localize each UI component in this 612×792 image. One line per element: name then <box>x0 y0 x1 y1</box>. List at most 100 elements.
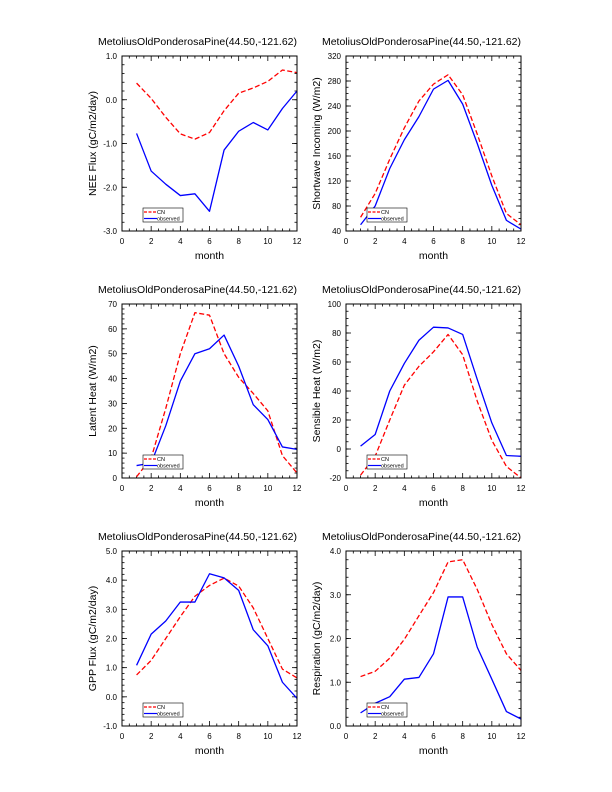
x-tick-label: 2 <box>373 237 378 246</box>
x-tick-label: 10 <box>263 732 272 741</box>
x-axis-label: month <box>419 250 448 262</box>
y-tick-label: 0.0 <box>106 96 118 105</box>
y-tick-label: 40 <box>332 387 341 396</box>
y-tick-label: 3.0 <box>106 605 118 614</box>
series-group <box>135 69 297 212</box>
y-tick-label: 40 <box>332 227 341 236</box>
legend-label: observed <box>157 464 180 470</box>
y-tick-label: 120 <box>328 177 342 186</box>
x-tick-label: 6 <box>207 732 212 741</box>
axis-ticks <box>121 550 298 727</box>
y-tick-label: 4.0 <box>330 547 342 556</box>
x-tick-label: 0 <box>120 732 125 741</box>
y-tick-label: -2.0 <box>103 183 117 192</box>
x-tick-label: 4 <box>402 484 407 493</box>
y-tick-label: 2.0 <box>106 635 118 644</box>
y-tick-label: -1.0 <box>103 722 117 731</box>
x-axis-label: month <box>195 745 224 757</box>
series-line-observed <box>135 573 297 699</box>
series-line-cn <box>360 333 521 478</box>
y-tick-label: -3.0 <box>103 227 117 236</box>
x-tick-label: 0 <box>344 484 349 493</box>
x-tick-label: 6 <box>431 237 436 246</box>
x-tick-label: 8 <box>236 237 241 246</box>
axis-ticks <box>345 550 522 727</box>
y-tick-label: 160 <box>328 152 342 161</box>
series-line-observed <box>135 90 297 212</box>
x-tick-label: 4 <box>178 484 183 493</box>
y-tick-label: 5.0 <box>106 547 118 556</box>
axis-ticks <box>121 303 298 479</box>
legend-label: observed <box>157 217 180 223</box>
y-tick-label: 10 <box>108 449 117 458</box>
x-tick-label: 4 <box>402 732 407 741</box>
x-tick-label: 0 <box>344 237 349 246</box>
y-tick-label: 100 <box>328 300 342 309</box>
y-tick-label: 320 <box>328 52 342 61</box>
y-tick-label: -1.0 <box>103 140 117 149</box>
series-group <box>135 573 297 699</box>
x-axis-label: month <box>195 497 224 509</box>
y-tick-label: 240 <box>328 102 342 111</box>
x-tick-label: 8 <box>460 732 465 741</box>
x-tick-label: 0 <box>344 732 349 741</box>
y-axis-label: GPP Flux (gC/m2/day) <box>87 586 99 691</box>
chart-title: MetoliusOldPonderosaPine(44.50,-121.62) <box>98 531 297 543</box>
legend-label: observed <box>381 464 404 470</box>
y-axis-label: Sensible Heat (W/m2) <box>311 340 323 443</box>
plot-frame <box>345 303 522 479</box>
series-line-cn <box>360 559 521 678</box>
y-tick-label: 80 <box>332 329 341 338</box>
x-tick-label: 12 <box>517 732 526 741</box>
y-axis-label: Shortwave Incoming (W/m2) <box>311 77 323 209</box>
y-tick-label: 0 <box>337 445 342 454</box>
chart-title: MetoliusOldPonderosaPine(44.50,-121.62) <box>98 284 297 296</box>
y-tick-label: 80 <box>332 202 341 211</box>
y-tick-label: 30 <box>108 399 117 408</box>
x-tick-label: 10 <box>487 732 496 741</box>
x-tick-label: 12 <box>517 484 526 493</box>
x-tick-label: 6 <box>207 237 212 246</box>
plot-frame <box>345 55 522 232</box>
y-tick-label: -20 <box>329 474 341 483</box>
series-line-observed <box>360 79 521 230</box>
series-group <box>360 74 521 230</box>
plot-frame <box>121 55 298 232</box>
x-axis-label: month <box>419 745 448 757</box>
y-tick-label: 60 <box>108 325 117 334</box>
chart-title: MetoliusOldPonderosaPine(44.50,-121.62) <box>322 36 521 48</box>
y-tick-label: 1.0 <box>106 664 118 673</box>
x-tick-label: 12 <box>293 484 302 493</box>
x-tick-label: 6 <box>431 484 436 493</box>
y-tick-label: 1.0 <box>330 678 342 687</box>
x-axis-label: month <box>419 497 448 509</box>
y-tick-label: 20 <box>108 424 117 433</box>
axis-ticks <box>345 55 522 232</box>
chart-title: MetoliusOldPonderosaPine(44.50,-121.62) <box>322 531 521 543</box>
series-line-cn <box>136 312 297 478</box>
y-tick-label: 20 <box>332 416 341 425</box>
chart-panel-2: MetoliusOldPonderosaPine(44.50,-121.62) 4… <box>311 36 526 262</box>
x-tick-label: 6 <box>207 484 212 493</box>
chart-panel-6: MetoliusOldPonderosaPine(44.50,-121.62) 0… <box>311 531 526 757</box>
legend-label: observed <box>157 712 180 718</box>
series-group <box>360 559 521 720</box>
legend-label: observed <box>381 217 404 223</box>
chart-panel-3: MetoliusOldPonderosaPine(44.50,-121.62) 0… <box>87 284 302 509</box>
x-axis-label: month <box>195 250 224 262</box>
y-tick-label: 0.0 <box>330 722 342 731</box>
y-axis-label: NEE Flux (gC/m2/day) <box>87 91 99 196</box>
legend-label: CN <box>381 457 389 463</box>
x-tick-label: 8 <box>460 237 465 246</box>
plot-frame <box>121 303 298 479</box>
x-tick-label: 10 <box>263 237 272 246</box>
series-group <box>136 312 297 478</box>
series-line-cn <box>136 577 297 679</box>
x-tick-label: 0 <box>120 237 125 246</box>
chart-panel-5: MetoliusOldPonderosaPine(44.50,-121.62) -… <box>87 531 302 757</box>
chart-title: MetoliusOldPonderosaPine(44.50,-121.62) <box>322 284 521 296</box>
